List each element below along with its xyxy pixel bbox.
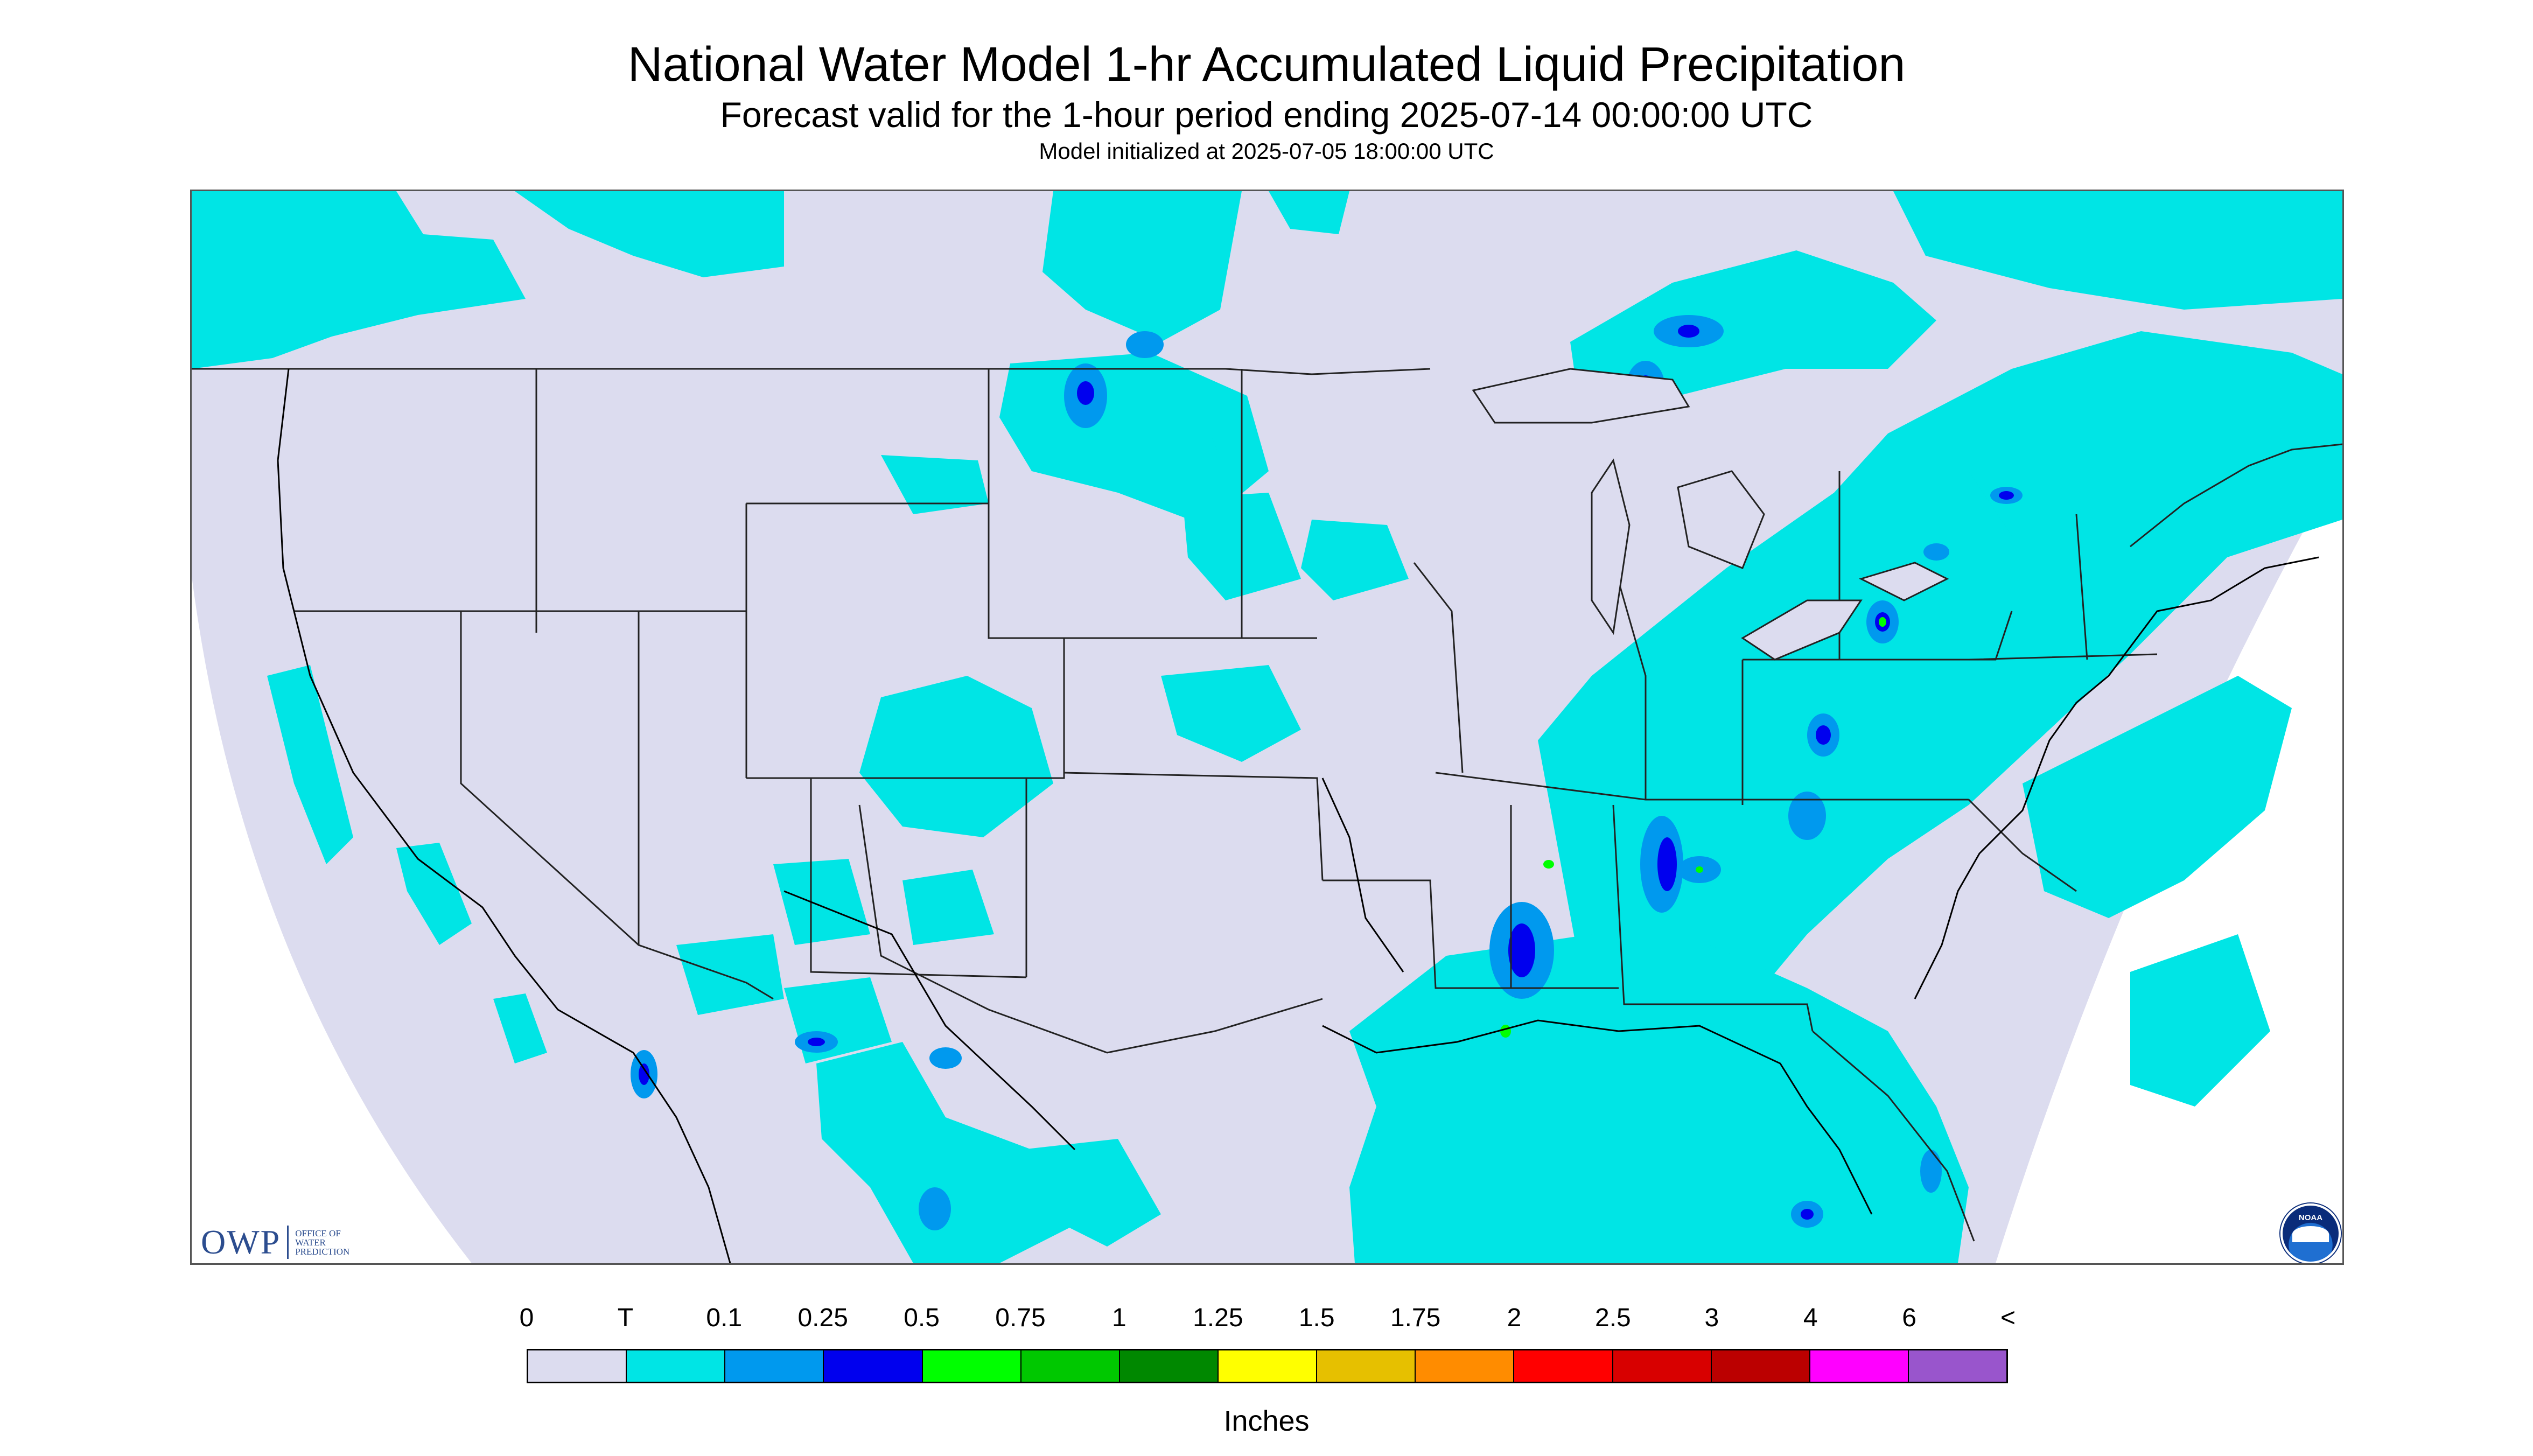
legend-swatch <box>1021 1350 1120 1382</box>
legend-tick-label: 1.5 <box>1298 1304 1335 1332</box>
legend-tick-label: T <box>617 1304 634 1332</box>
legend-tick-label: 1 <box>1112 1304 1126 1332</box>
coastlines <box>277 368 2319 1263</box>
legend-swatch <box>1119 1350 1219 1382</box>
legend-tick-label: 0 <box>519 1304 534 1332</box>
legend-tick-label: 0.1 <box>706 1304 743 1332</box>
legend-swatch <box>1317 1350 1416 1382</box>
legend-swatch <box>1908 1350 2007 1382</box>
map-canvas <box>192 191 2342 1263</box>
legend-swatch <box>1810 1350 1909 1382</box>
owp-logo-line2: Water <box>295 1237 326 1248</box>
legend-units: Inches <box>1223 1405 1310 1437</box>
legend-tick-label: 0.25 <box>797 1304 848 1332</box>
legend-swatch <box>1711 1350 1810 1382</box>
noaa-logo: NOAA <box>2280 1203 2341 1263</box>
legend-swatch <box>1416 1350 1515 1382</box>
owp-logo-line3: Prediction <box>295 1246 350 1257</box>
map-title: National Water Model 1-hr Accumulated Li… <box>627 38 1906 92</box>
legend-tick-label: 6 <box>1902 1304 1916 1332</box>
model-init-time: Model initialized at 2025-07-05 18:00:00… <box>1039 138 1494 164</box>
legend-tick-label: 1.75 <box>1390 1304 1441 1332</box>
legend-swatch <box>1218 1350 1318 1382</box>
legend-tick-label: 4 <box>1803 1304 1818 1332</box>
legend-tick-label: 2 <box>1507 1304 1522 1332</box>
map-subtitle: Forecast valid for the 1-hour period end… <box>720 95 1813 135</box>
legend-swatch <box>725 1350 824 1382</box>
legend-tick-label: 3 <box>1704 1304 1719 1332</box>
great-lakes <box>1472 368 1949 661</box>
state-boundaries <box>192 368 2342 1242</box>
legend-swatch <box>824 1350 923 1382</box>
legend-swatch <box>627 1350 726 1382</box>
color-legend-bar <box>527 1349 2008 1383</box>
outside-domain-left <box>192 576 472 1263</box>
legend-tick-label: 0.75 <box>995 1304 1046 1332</box>
owp-logo-text: Office of Water Prediction <box>295 1229 349 1256</box>
legend-swatch <box>922 1350 1021 1382</box>
owp-logo-letters: OWP <box>201 1223 281 1261</box>
legend-tick-label: < <box>2000 1304 2016 1332</box>
owp-logo: OWP Office of Water Prediction <box>201 1223 349 1261</box>
noaa-logo-text: NOAA <box>2298 1213 2323 1222</box>
legend-tick-label: 2.5 <box>1595 1304 1631 1332</box>
noaa-bird-icon <box>2292 1226 2329 1242</box>
legend-swatch <box>1514 1350 1613 1382</box>
precipitation-map[interactable]: OWP Office of Water Prediction NOAA <box>190 190 2344 1265</box>
precip-trace-areas <box>192 191 2342 1263</box>
legend-labels: 0 T 0.1 0.25 0.5 0.75 1 1.25 1.5 1.75 2 2.5 3 4 6 < <box>0 1303 2533 1335</box>
legend-swatch <box>1613 1350 1712 1382</box>
legend-tick-label: 1.25 <box>1193 1304 1243 1332</box>
legend-swatch <box>528 1350 627 1382</box>
owp-logo-line1: Office of <box>295 1228 341 1238</box>
legend-tick-label: 0.5 <box>904 1304 940 1332</box>
owp-logo-divider <box>287 1226 289 1259</box>
